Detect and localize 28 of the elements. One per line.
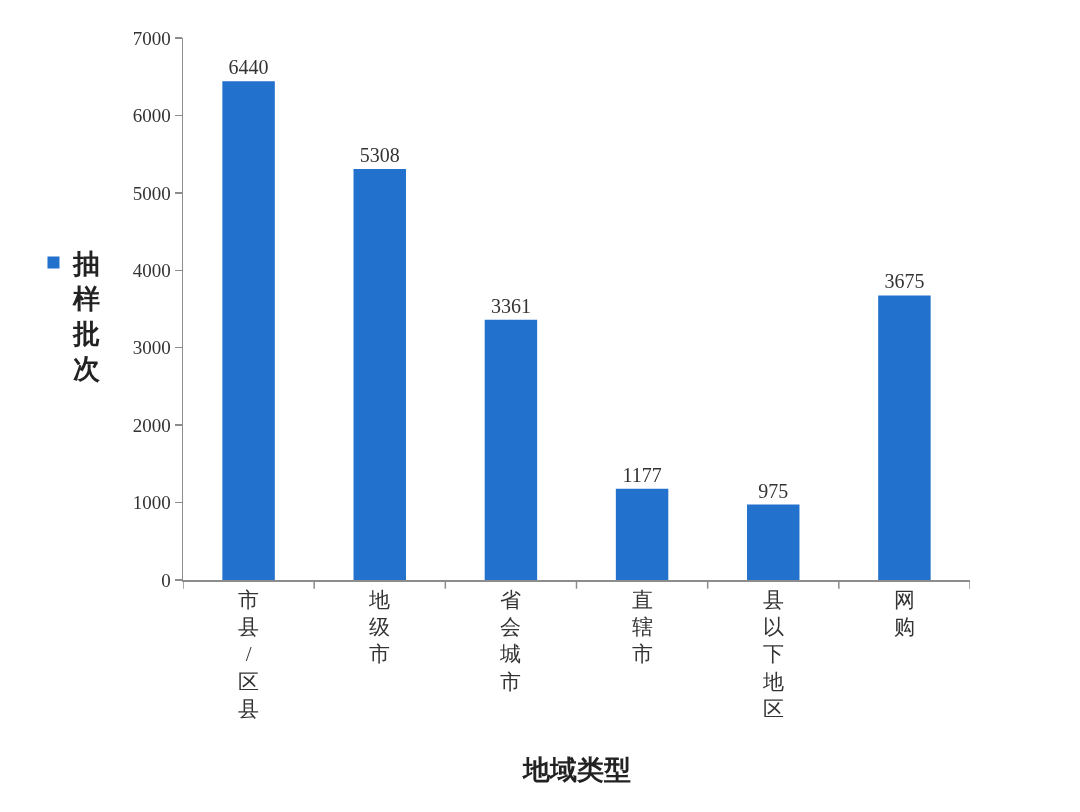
x-tick-label: 省会城市	[499, 587, 522, 694]
bar	[878, 295, 931, 580]
data-label: 1177	[622, 463, 662, 486]
bar	[484, 319, 538, 580]
y-tick-label: 3000	[132, 337, 171, 359]
y-tick-label: 4000	[132, 259, 171, 281]
y-tick-label: 0	[161, 569, 171, 591]
data-label: 6440	[228, 56, 269, 79]
y-tick-label: 1000	[132, 492, 171, 514]
bar	[353, 169, 406, 580]
bar	[615, 488, 669, 580]
x-tick-label: 直辖市	[631, 587, 653, 667]
legend-label: 抽样批次	[72, 249, 102, 385]
y-tick-label: 6000	[132, 105, 171, 127]
x-tick-label: 县以下地区	[761, 587, 784, 721]
x-axis-title: 地域类型	[521, 755, 631, 786]
data-label: 975	[758, 479, 789, 502]
data-label: 3675	[884, 270, 925, 293]
y-tick-label: 5000	[132, 182, 171, 204]
bar	[747, 504, 800, 580]
data-label: 3361	[490, 294, 531, 317]
x-tick-label: 网购	[893, 587, 915, 639]
y-tick-label: 7000	[132, 27, 171, 49]
bar	[222, 81, 275, 580]
x-tick-label: 市县/区县	[238, 587, 260, 721]
x-tick-label: 地级市	[368, 587, 391, 667]
y-tick-label: 2000	[132, 414, 171, 436]
data-label: 5308	[359, 144, 400, 167]
